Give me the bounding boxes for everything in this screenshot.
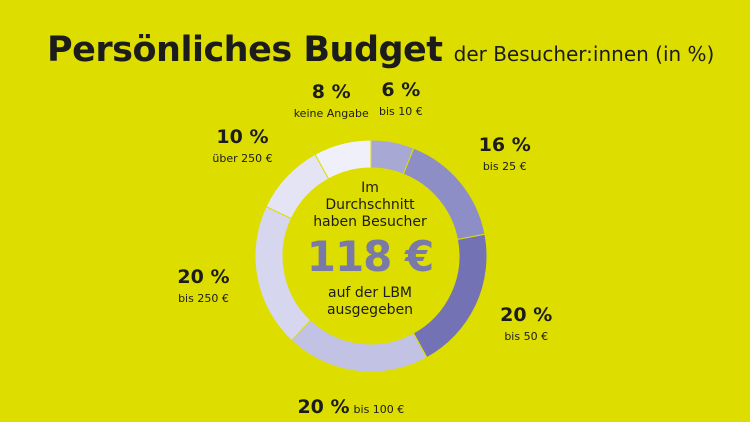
title-subtitle: der Besucher:innen (in %) bbox=[453, 42, 715, 66]
slice-label-2: 20 % bis 50 € bbox=[500, 305, 552, 343]
slice-category: bis 10 € bbox=[378, 104, 423, 118]
center-average-value: 118 € bbox=[306, 232, 435, 281]
slice-percent: 6 % bbox=[381, 78, 421, 101]
slice-category: bis 100 € bbox=[353, 403, 405, 416]
slice-percent: 8 % bbox=[311, 81, 351, 104]
slice-category: bis 25 € bbox=[482, 159, 527, 173]
center-line-5: ausgegeben bbox=[326, 302, 414, 318]
center-line-4: auf der LBM bbox=[327, 285, 413, 301]
slice-label-5: 10 % über 250 € bbox=[212, 127, 272, 165]
slice-category: bis 250 € bbox=[178, 291, 229, 305]
slice-label-3: 20 % bis 100 € bbox=[297, 397, 404, 418]
center-text-top: Im Durchschnitt haben Besucher bbox=[290, 180, 450, 231]
slice-3 bbox=[290, 319, 428, 373]
center-line-1: Im bbox=[361, 180, 379, 196]
slice-category: über 250 € bbox=[212, 152, 273, 166]
slice-percent: 16 % bbox=[478, 134, 531, 156]
slice-label-4: 20 % bis 250 € bbox=[177, 267, 229, 305]
slice-percent: 20 % bbox=[500, 304, 553, 327]
slice-label-6: 8 % keine Angabe bbox=[294, 82, 369, 120]
slice-percent: 20 % bbox=[177, 265, 230, 288]
slice-percent: 20 % bbox=[297, 396, 350, 418]
slice-6 bbox=[314, 139, 372, 180]
center-line-3: haben Besucher bbox=[313, 214, 427, 230]
slice-percent: 10 % bbox=[216, 126, 269, 149]
slice-category: keine Angabe bbox=[293, 106, 369, 120]
slice-label-0: 6 % bis 10 € bbox=[378, 78, 423, 118]
chart-title: Persönliches Budget der Besucher:innen (… bbox=[47, 30, 714, 70]
center-text-bottom: auf der LBM ausgegeben bbox=[290, 285, 450, 319]
slice-label-1: 16 % bis 25 € bbox=[479, 135, 531, 173]
center-line-2: Durchschnitt bbox=[325, 197, 415, 213]
slice-category: bis 50 € bbox=[504, 330, 549, 343]
title-main: Persönliches Budget bbox=[47, 30, 443, 70]
